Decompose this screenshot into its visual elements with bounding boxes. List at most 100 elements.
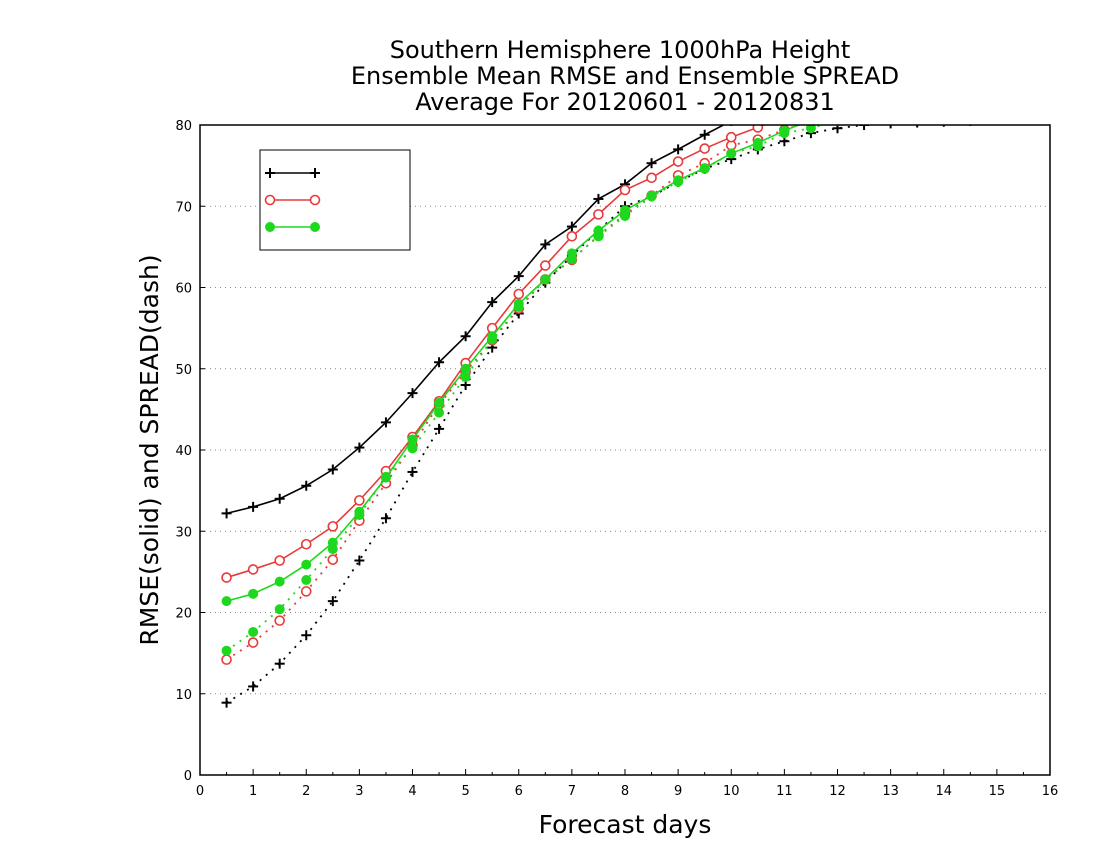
series-2-spread-point bbox=[301, 575, 312, 585]
series-2-rmse-point bbox=[779, 125, 790, 136]
x-tick-label: 3 bbox=[355, 784, 363, 799]
series-0-rmse-point bbox=[646, 158, 657, 169]
series-0-spread-point bbox=[354, 555, 365, 566]
series-0-spread-point bbox=[407, 466, 418, 477]
series-2-rmse-point bbox=[566, 248, 577, 259]
series-2-rmse-point bbox=[434, 397, 445, 408]
series-1-spread-point bbox=[221, 654, 232, 665]
series-0-rmse-point bbox=[407, 388, 418, 399]
x-axis-label: Forecast days bbox=[539, 810, 712, 839]
series-2-rmse-point bbox=[221, 596, 232, 607]
series-1-rmse-point bbox=[566, 231, 578, 242]
series-0-rmse-point bbox=[301, 480, 312, 491]
series-1-rmse-point bbox=[221, 572, 232, 583]
series-0-rmse-point bbox=[487, 297, 498, 308]
series-0-rmse-point bbox=[274, 493, 285, 504]
chart-title-line-3: Average For 20120601 - 20120831 bbox=[415, 88, 835, 116]
series-2-rmse-point bbox=[407, 434, 418, 445]
chart-title-line-2: Ensemble Mean RMSE and Ensemble SPREAD bbox=[351, 62, 899, 90]
series-0-spread-point bbox=[380, 513, 391, 524]
series-2-spread-point bbox=[805, 125, 816, 134]
series-0-rmse-point bbox=[248, 501, 259, 512]
x-tick-label: 8 bbox=[621, 784, 629, 799]
x-tick-label: 5 bbox=[461, 784, 469, 799]
x-tick-label: 7 bbox=[568, 784, 576, 799]
series-2-rmse-point bbox=[327, 537, 338, 548]
series-1-rmse-point bbox=[513, 288, 525, 300]
series-2-spread-point bbox=[221, 645, 232, 656]
series-1-spread-point bbox=[274, 615, 285, 626]
series-0-spread-point bbox=[859, 125, 870, 130]
series-0-spread-point bbox=[301, 630, 312, 641]
series-1-rmse-point bbox=[300, 538, 312, 550]
legend bbox=[259, 149, 411, 251]
series-0-rmse-point bbox=[513, 271, 524, 282]
series-2-rmse-point bbox=[673, 175, 684, 186]
legend-marker-right-1 bbox=[309, 194, 321, 206]
series-1-rmse-point bbox=[646, 172, 657, 184]
series-2-rmse-point bbox=[540, 274, 551, 285]
series-2-rmse-point bbox=[513, 298, 524, 309]
series-2-rmse-point bbox=[699, 163, 710, 174]
series-2-rmse-point bbox=[593, 225, 604, 236]
legend-marker-left-2 bbox=[265, 222, 275, 232]
series-2-rmse-point bbox=[380, 472, 391, 483]
series-2-rmse-point bbox=[460, 363, 471, 374]
series-2-rmse-point bbox=[354, 506, 365, 517]
series-2-rmse-point bbox=[620, 205, 630, 216]
series-2-rmse-point bbox=[274, 576, 285, 587]
series-0-spread-point bbox=[248, 681, 259, 692]
series-1-rmse-point bbox=[327, 521, 339, 532]
y-tick-label: 80 bbox=[175, 119, 192, 134]
series-1-rmse-point bbox=[247, 564, 259, 575]
series-0-rmse-point bbox=[221, 508, 232, 519]
series-0-rmse-point bbox=[566, 221, 577, 232]
y-tick-label: 10 bbox=[175, 688, 192, 703]
series-0-rmse-point bbox=[434, 357, 445, 368]
series-1-rmse-point bbox=[354, 495, 365, 506]
series-1-rmse-point bbox=[619, 184, 631, 196]
series-0-rmse-point bbox=[380, 417, 391, 428]
series-1-rmse-point bbox=[725, 131, 737, 143]
x-tick-label: 14 bbox=[935, 784, 952, 799]
legend-marker-right-0 bbox=[310, 168, 320, 178]
series-0-rmse-point bbox=[540, 239, 551, 250]
series-0-spread-point bbox=[434, 423, 445, 434]
series-2-rmse-point bbox=[248, 588, 259, 599]
series-1-rmse-point bbox=[593, 209, 604, 220]
x-tick-label: 12 bbox=[829, 784, 846, 799]
series-1-rmse-point bbox=[274, 555, 285, 566]
y-axis-label: RMSE(solid) and SPREAD(dash) bbox=[135, 254, 164, 645]
legend-marker-right-2 bbox=[310, 222, 320, 232]
series-0-spread-point bbox=[916, 125, 919, 128]
y-tick-label: 70 bbox=[175, 200, 192, 215]
series-2-rmse-point bbox=[487, 331, 498, 342]
series-1-rmse-point bbox=[672, 156, 684, 167]
legend-marker-left-1 bbox=[264, 194, 276, 206]
series-0-rmse-point bbox=[699, 129, 710, 140]
series-1-spread-point bbox=[300, 586, 312, 597]
series-2-spread-point bbox=[248, 627, 259, 637]
chart-title-line-1: Southern Hemisphere 1000hPa Height bbox=[390, 36, 850, 64]
series-1-rmse-point bbox=[540, 260, 551, 271]
series-2-rmse-point bbox=[301, 559, 312, 570]
series-1-spread-point bbox=[327, 554, 339, 565]
series-1-spread-point bbox=[247, 637, 259, 648]
series-0-rmse-point bbox=[673, 144, 684, 155]
x-tick-label: 11 bbox=[776, 784, 793, 799]
series-2-rmse-point bbox=[726, 148, 737, 159]
y-tick-label: 40 bbox=[175, 444, 192, 459]
series-2-rmse-point bbox=[752, 137, 763, 148]
series-1-rmse-point bbox=[699, 143, 710, 154]
series-2-spread-point bbox=[274, 604, 285, 615]
series-2-spread-point bbox=[434, 407, 445, 418]
series-1-rmse-point bbox=[752, 125, 764, 133]
y-tick-label: 50 bbox=[175, 363, 192, 378]
x-tick-label: 9 bbox=[674, 784, 682, 799]
y-tick-label: 60 bbox=[175, 282, 192, 297]
x-tick-label: 16 bbox=[1042, 784, 1059, 799]
series-0-spread-point bbox=[221, 697, 232, 708]
